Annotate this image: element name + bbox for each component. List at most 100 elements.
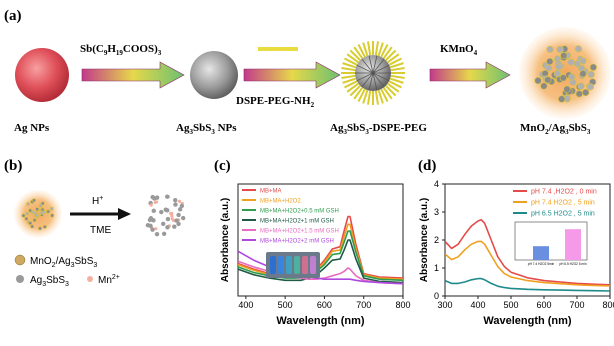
legend-entry: MB+MA+H2O2+2 mM GSH <box>260 239 334 245</box>
y-tick-label: 4 <box>434 179 439 189</box>
fragment-dot <box>170 214 174 218</box>
peg-chain <box>349 85 361 97</box>
fragment-dot <box>177 207 183 212</box>
cluster-dot <box>32 218 37 223</box>
fragment-dot <box>172 224 177 229</box>
cluster-dot <box>587 70 595 78</box>
fragment-dot <box>149 203 153 207</box>
cluster-dot <box>544 76 552 84</box>
peg-chain <box>357 44 366 58</box>
peg-spoke <box>361 58 374 74</box>
y-tick-label: 1 <box>434 263 439 273</box>
peg-chain <box>389 77 404 84</box>
fragment-dot <box>173 202 178 207</box>
legend: MB+MA MB+MA+H2O2 MB+MA+H2O2+0.5 mM GSH MB+M… <box>242 189 339 245</box>
fragment-dot <box>170 216 174 221</box>
x-axis-label: Wavelength (nm) <box>276 315 365 327</box>
series-lines <box>238 215 403 285</box>
panel-a-label: (a) <box>4 8 22 24</box>
fragment-dot <box>176 221 181 227</box>
cluster-dot <box>42 224 47 229</box>
peg-chain <box>377 89 384 104</box>
inset-category-label: pH 7.4 H2O2 5min <box>528 262 555 266</box>
pegylated-particle <box>341 41 405 105</box>
peg-chain <box>353 46 364 60</box>
peg-chain <box>341 67 356 72</box>
peg-chain <box>386 53 400 64</box>
peg-chain <box>344 80 358 89</box>
legend-mn-icon <box>87 276 93 282</box>
legend: pH 7.4 ,H2O2 , 0 min pH 7.4 H2O2 , 5 min p… <box>513 189 597 218</box>
x-tick-label: 800 <box>602 300 614 310</box>
y-axis-label: Absorbance (a.u.) <box>220 198 231 282</box>
x-tick-label: 500 <box>503 300 518 310</box>
cluster-dot <box>32 198 36 203</box>
x-tick-label: 400 <box>470 300 485 310</box>
b-fragments <box>145 194 186 237</box>
series-line-1 <box>445 219 610 286</box>
fragment-dot <box>154 231 160 237</box>
cluster-dot <box>560 52 568 60</box>
chart-c: 400 500 600 700 800 Wavelength (nm) Absorbance… <box>220 183 411 327</box>
legend-entry: MB+MA <box>260 189 282 195</box>
peg-spoke <box>372 64 390 74</box>
cluster-dot <box>50 213 55 218</box>
inset-bar <box>533 246 549 260</box>
vial <box>294 256 300 274</box>
cluster-dot <box>25 211 30 216</box>
ag3sbs3-particle <box>190 51 238 99</box>
fragment-dot <box>161 231 167 237</box>
pegylated-label: Ag3SbS3-DSPE-PEG <box>330 122 427 136</box>
series-line-2 <box>445 240 610 287</box>
fragment-dot <box>148 223 153 229</box>
legend-entry: MB+MA+H2O2+1.5 mM GSH <box>260 229 339 235</box>
series-lines <box>445 219 610 292</box>
peg-chain <box>362 42 369 57</box>
fragment-dot <box>159 209 164 215</box>
peg-chain <box>380 88 389 102</box>
x-tick-label: 700 <box>569 300 584 310</box>
vial <box>278 256 284 274</box>
peg-chain <box>374 90 379 105</box>
cluster-dot <box>24 216 29 221</box>
peg-chain <box>386 82 400 93</box>
x-tick-label: 600 <box>536 300 551 310</box>
b-legend: MnO2/Ag3SbS3 Ag3SbS3 Mn2+ <box>14 254 120 288</box>
arrow-3 <box>429 61 511 89</box>
peg-chain <box>357 88 366 102</box>
peg-chain <box>385 85 397 97</box>
cluster-dot <box>21 213 26 218</box>
h-plus-label: H+ <box>92 195 103 207</box>
fragment-dot <box>165 194 170 199</box>
fragment-dot <box>165 208 170 213</box>
cluster-dot <box>559 74 567 82</box>
x-tick-label: 700 <box>356 300 371 310</box>
fragment-dot <box>169 211 173 215</box>
h-plus-arrow <box>70 208 131 220</box>
peg-chain <box>353 86 364 100</box>
peg-chain <box>342 77 357 84</box>
legend-entry: MB+MA+H2O2+1 mM GSH <box>260 219 334 225</box>
y-tick-label: 2 <box>434 235 439 245</box>
panel-d-label: (d) <box>418 158 436 174</box>
cluster-dot <box>30 224 35 229</box>
peg-chain <box>390 67 405 72</box>
fragment-dot <box>177 199 182 203</box>
fragment-dot <box>161 221 166 227</box>
series-line-4 <box>238 239 403 284</box>
legend-entry: pH 7.4 H2O2 , 5 min <box>531 200 595 207</box>
x-tick-label: 400 <box>238 300 253 310</box>
peg-spoke <box>361 72 374 88</box>
ag-nps-label: Ag NPs <box>14 122 50 134</box>
ag-nps-particle <box>15 48 69 102</box>
cluster-dot <box>540 82 548 90</box>
fragment-dot <box>151 208 156 214</box>
arrow-1 <box>81 61 185 89</box>
peg-spoke <box>356 64 374 74</box>
fragment-dot <box>165 216 171 222</box>
peg-spoke <box>372 72 390 82</box>
cluster-dot <box>34 213 38 218</box>
inset-bar-chart: pH 7.4 H2O2 5min pH 6.5 H2O2 5 min <box>514 221 588 266</box>
cluster-dot <box>555 63 563 71</box>
